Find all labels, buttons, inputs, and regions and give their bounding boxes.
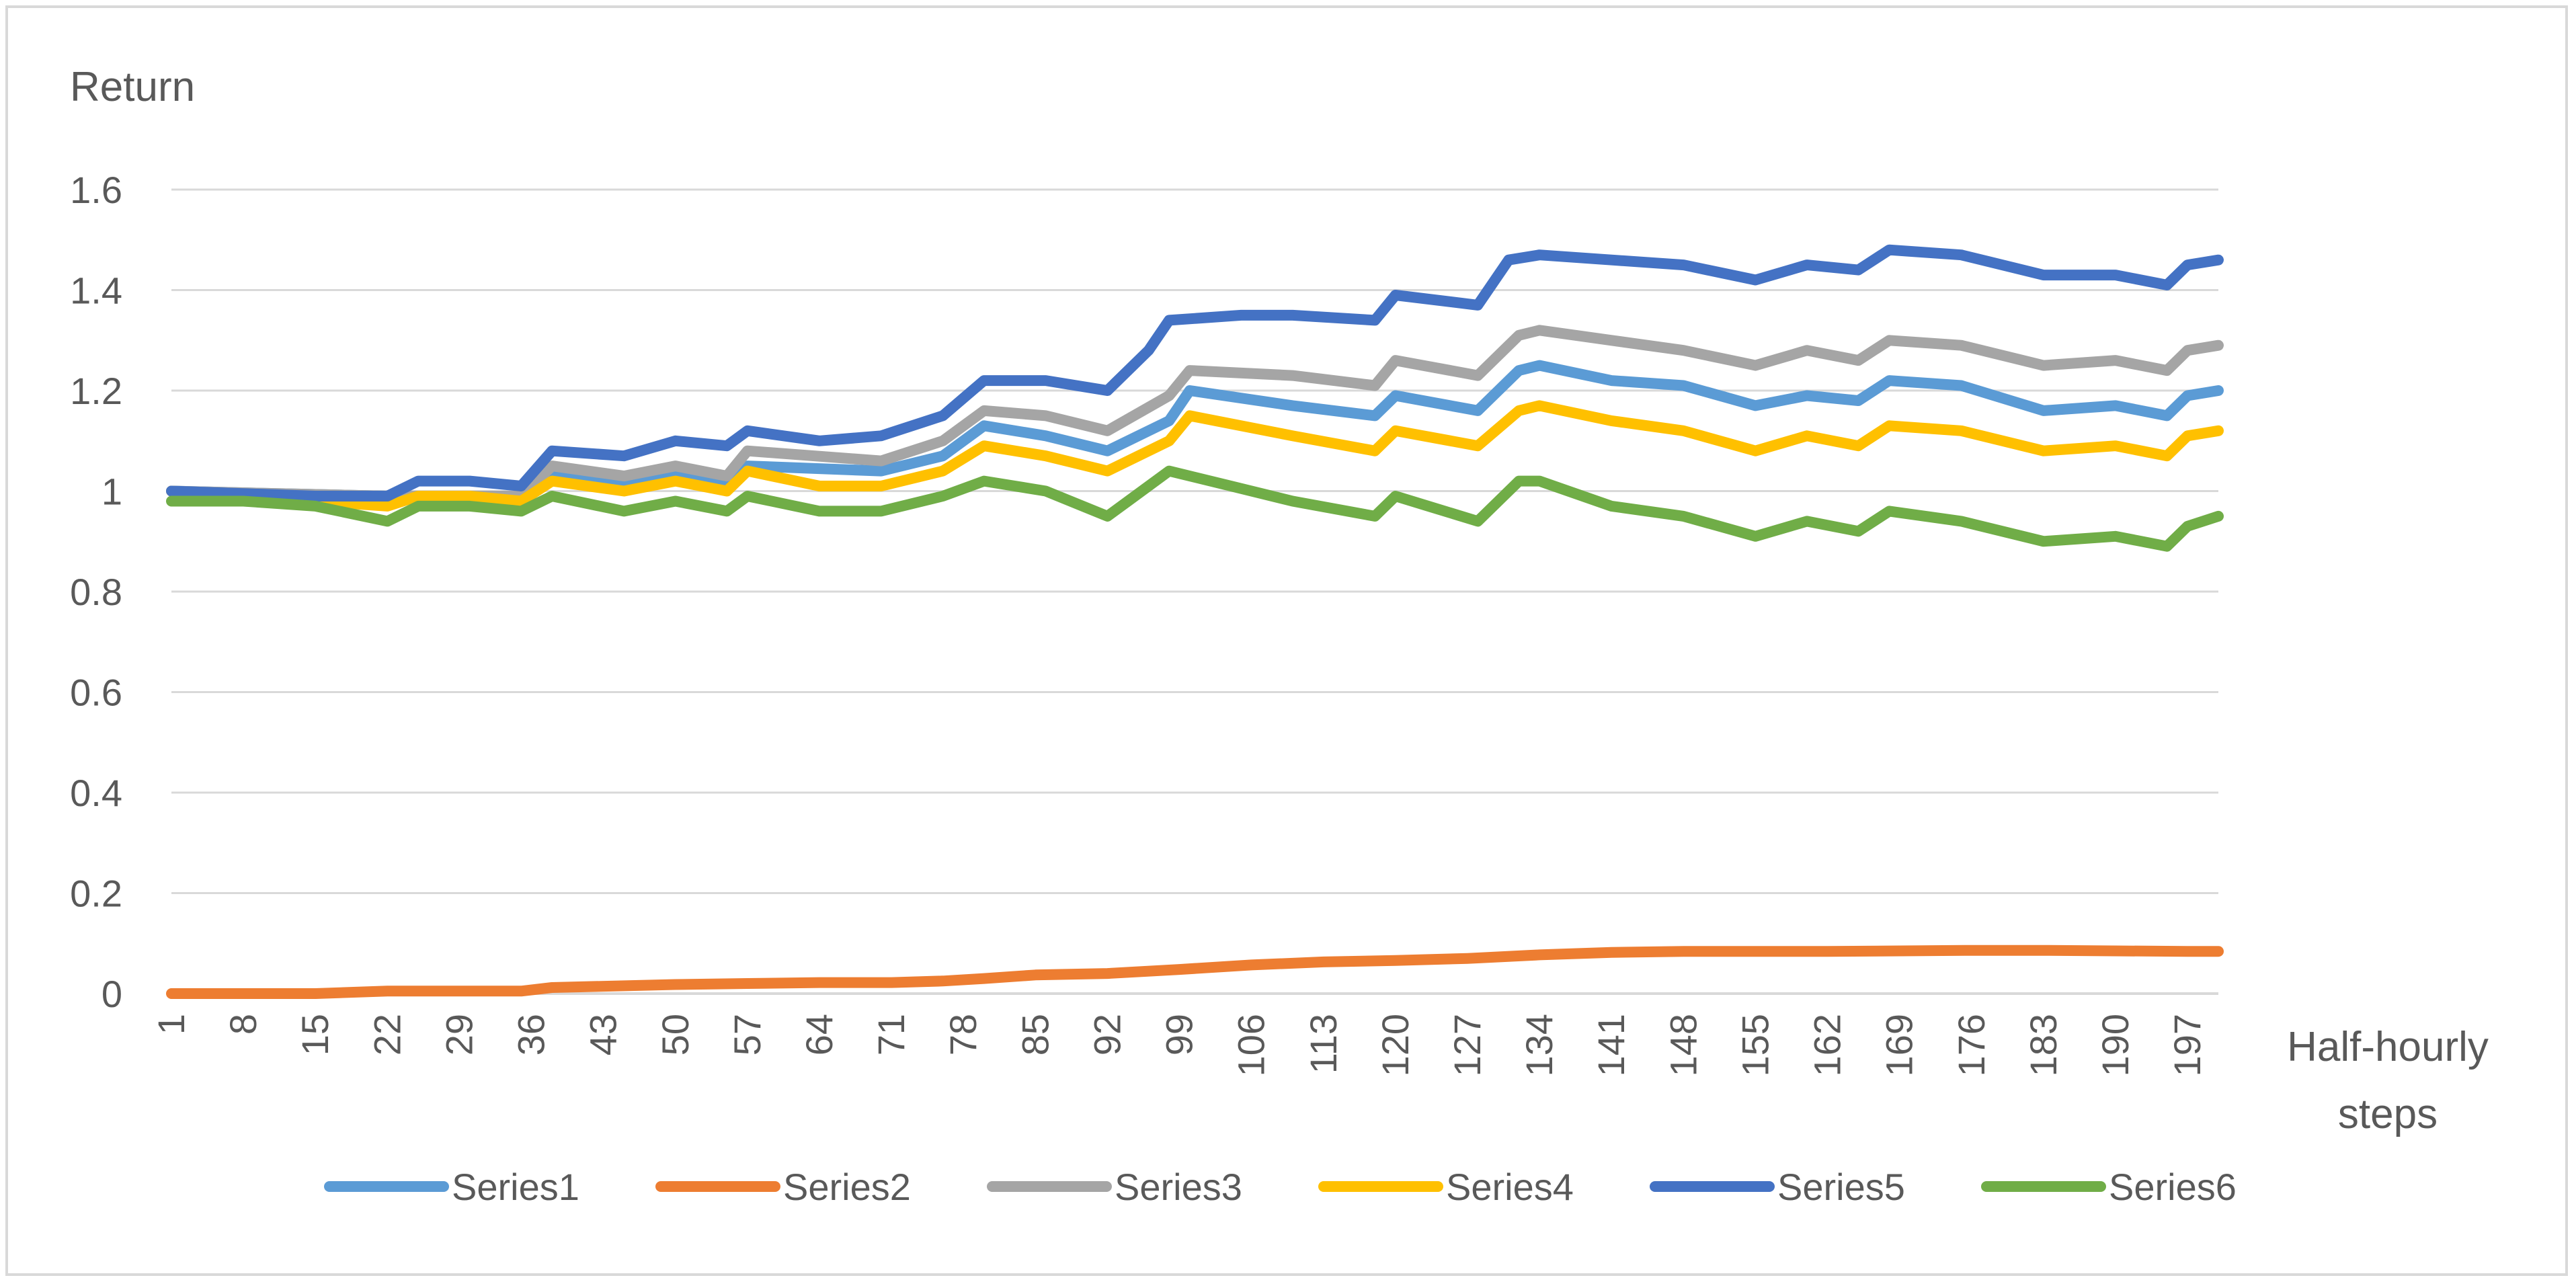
- x-tick-label: 190: [2094, 1014, 2136, 1076]
- x-tick-label: 106: [1230, 1014, 1273, 1076]
- legend: Series1 Series2 Series3 Series4 Series5 Serie…: [324, 1166, 2237, 1208]
- y-tick-label: 1: [102, 471, 122, 513]
- x-tick-label: 120: [1374, 1014, 1416, 1076]
- legend-label-4: Series4: [1446, 1166, 1574, 1208]
- x-axis-tick-labels: 1 8 15 22 29 36 43 50 57 64 71 78 85 92 99 106 113 120 127…: [150, 1014, 2208, 1076]
- series-line-5: [166, 244, 2224, 501]
- x-axis-title-line-2: steps: [2338, 1091, 2438, 1137]
- series-lines: [166, 244, 2224, 999]
- gridlines: [171, 188, 2218, 894]
- y-axis-title: Return: [70, 64, 195, 110]
- x-axis-title-line-1: Half-hourly: [2287, 1024, 2489, 1070]
- series-line-4: [166, 400, 2224, 512]
- y-tick-label: 0.4: [70, 772, 122, 814]
- series-line-2: [166, 945, 2224, 999]
- x-tick-label: 99: [1158, 1014, 1201, 1055]
- x-tick-label: 8: [222, 1014, 264, 1035]
- x-tick-label: 141: [1590, 1014, 1632, 1076]
- x-tick-label: 71: [870, 1014, 912, 1055]
- x-tick-label: 113: [1302, 1014, 1344, 1074]
- x-tick-label: 162: [1806, 1014, 1849, 1076]
- x-tick-label: 92: [1086, 1014, 1128, 1055]
- y-tick-label: 0: [102, 973, 122, 1015]
- x-tick-label: 15: [294, 1014, 336, 1055]
- x-tick-label: 127: [1446, 1014, 1488, 1076]
- x-tick-label: 78: [942, 1014, 984, 1055]
- x-tick-label: 197: [2166, 1014, 2208, 1076]
- series-line-1: [166, 360, 2224, 501]
- x-tick-label: 134: [1518, 1014, 1560, 1076]
- y-tick-label: 0.6: [70, 672, 122, 714]
- x-tick-label: 22: [366, 1014, 408, 1055]
- legend-label-3: Series3: [1115, 1166, 1242, 1208]
- x-tick-label: 169: [1878, 1014, 1921, 1076]
- y-tick-label: 0.2: [70, 873, 122, 915]
- x-tick-label: 183: [2022, 1014, 2064, 1076]
- y-tick-label: 1.4: [70, 270, 122, 312]
- series-line-3: [166, 325, 2224, 501]
- y-axis-tick-labels: 0 0.2 0.4 0.6 0.8 1 1.2 1.4 1.6: [70, 169, 122, 1015]
- x-tick-label: 85: [1014, 1014, 1056, 1055]
- x-tick-label: 43: [582, 1014, 625, 1055]
- y-tick-label: 1.6: [70, 169, 122, 211]
- y-tick-label: 1.2: [70, 370, 122, 412]
- legend-label-1: Series1: [452, 1166, 579, 1208]
- chart-frame: [5, 5, 2568, 1276]
- x-tick-label: 50: [654, 1014, 696, 1055]
- x-tick-label: 36: [510, 1014, 553, 1055]
- x-tick-label: 155: [1734, 1014, 1776, 1076]
- x-tick-label: 176: [1950, 1014, 1993, 1076]
- legend-label-6: Series6: [2109, 1166, 2237, 1208]
- x-tick-label: 57: [726, 1014, 768, 1055]
- series-line-6: [166, 465, 2224, 552]
- legend-label-5: Series5: [1777, 1166, 1905, 1208]
- x-tick-label: 64: [798, 1014, 840, 1055]
- x-tick-label: 29: [438, 1014, 480, 1055]
- x-tick-label: 148: [1662, 1014, 1704, 1076]
- x-tick-label: 1: [150, 1014, 192, 1035]
- y-tick-label: 0.8: [70, 571, 122, 613]
- legend-label-2: Series2: [783, 1166, 911, 1208]
